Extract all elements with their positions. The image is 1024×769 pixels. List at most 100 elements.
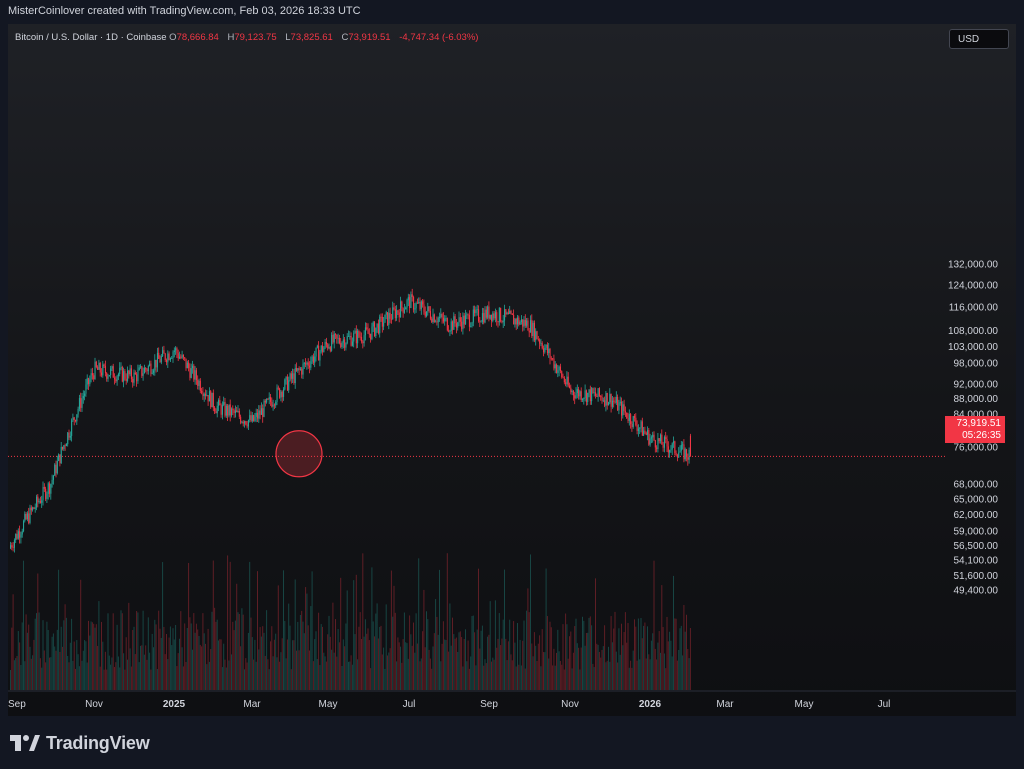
candle-body	[409, 297, 411, 309]
chart-area[interactable]: 132,000.00 124,000.00 116,000.00 108,000.00…	[8, 24, 1016, 716]
volume-bar	[588, 617, 590, 690]
volume-bar	[315, 631, 317, 690]
volume-bar	[423, 589, 425, 690]
volume-bar	[238, 614, 240, 690]
candle-body	[341, 342, 343, 347]
candle-body	[461, 321, 463, 330]
currency-button[interactable]: USD	[949, 29, 1009, 49]
volume-bar	[416, 643, 418, 690]
volume-bar	[112, 613, 114, 690]
candle-body	[150, 363, 152, 374]
candle-body	[377, 323, 379, 334]
candle-body	[359, 336, 361, 338]
volume-bar	[37, 573, 39, 690]
candle-body	[496, 312, 498, 322]
candle-body	[686, 449, 688, 458]
candle-body	[448, 330, 450, 332]
last-price-value: 73,919.51	[956, 418, 1002, 429]
candle-body	[584, 390, 586, 399]
volume-bar	[303, 633, 305, 690]
candle-body	[97, 367, 99, 370]
candle-body	[666, 438, 668, 447]
candle-body	[251, 415, 253, 422]
volume-bar	[496, 647, 498, 690]
volume-bar	[526, 610, 528, 690]
volume-bar	[400, 646, 401, 690]
volume-bar	[331, 649, 333, 690]
candlestick-chart[interactable]: 132,000.00 124,000.00 116,000.00 108,000.00…	[8, 24, 1016, 716]
volume-bar	[531, 643, 533, 690]
volume-bar	[645, 658, 647, 690]
candle-body	[544, 347, 546, 353]
volume-bar	[335, 619, 336, 690]
candle-body	[28, 513, 30, 523]
candle-body	[535, 331, 537, 341]
candle-body	[82, 395, 84, 399]
volume-bar	[484, 659, 486, 690]
tradingview-logo[interactable]: TradingView	[10, 732, 150, 754]
candle-body	[429, 311, 431, 319]
candle-body	[255, 412, 257, 417]
candle-body	[563, 377, 565, 383]
candle-body	[380, 316, 382, 318]
candle-body	[536, 331, 538, 340]
volume-bar	[478, 568, 479, 690]
candle-body	[364, 327, 366, 336]
candle-body	[663, 437, 665, 448]
volume-bar	[367, 628, 369, 690]
candle-body	[86, 378, 88, 385]
candle-body	[37, 496, 39, 503]
volume-bar	[682, 655, 684, 690]
candle-body	[498, 307, 500, 323]
volume-bar	[297, 621, 299, 690]
volume-bar	[149, 652, 151, 690]
volume-bar	[84, 640, 86, 690]
candle-body	[528, 330, 530, 333]
volume-bar	[88, 620, 89, 690]
volume-bar	[628, 667, 630, 690]
volume-bar	[576, 643, 578, 690]
candle-body	[68, 432, 70, 438]
volume-bar	[302, 621, 304, 690]
candle-body	[645, 432, 647, 435]
candle-body	[327, 344, 329, 349]
candle-body	[671, 443, 673, 450]
volume-bar	[223, 643, 225, 690]
volume-bar	[413, 622, 414, 690]
candle-body	[198, 380, 200, 386]
candle-body	[687, 457, 689, 460]
volume-bar	[141, 645, 143, 690]
high-value: 79,123.75	[234, 32, 277, 43]
candle-body	[680, 444, 682, 451]
candle-body	[661, 434, 663, 445]
volume-bar	[410, 634, 412, 690]
volume-bar	[346, 590, 348, 690]
volume-bar	[281, 638, 283, 690]
volume-bar	[207, 628, 209, 690]
volume-bar	[492, 657, 494, 690]
candle-body	[654, 440, 656, 448]
volume-bar	[674, 618, 676, 690]
candle-body	[220, 405, 222, 415]
volume-bar	[656, 659, 658, 690]
volume-bar	[54, 646, 56, 690]
volume-bar	[418, 558, 420, 690]
candle-body	[46, 493, 48, 499]
candle-body	[73, 417, 75, 420]
volume-bar	[406, 643, 408, 690]
candle-body	[127, 370, 129, 381]
volume-bar	[409, 615, 411, 690]
candle-body	[622, 404, 624, 416]
candle-body	[219, 400, 221, 406]
volume-bar	[624, 612, 626, 690]
candle-body	[67, 432, 69, 445]
candle-body	[20, 534, 22, 538]
volume-bar	[273, 639, 275, 690]
candle-body	[513, 314, 515, 325]
volume-bar	[43, 650, 45, 690]
candle-body	[445, 318, 447, 319]
candle-body	[98, 362, 100, 370]
volume-bar	[639, 659, 641, 690]
volume-bar	[402, 639, 404, 690]
candle-body	[524, 319, 526, 326]
